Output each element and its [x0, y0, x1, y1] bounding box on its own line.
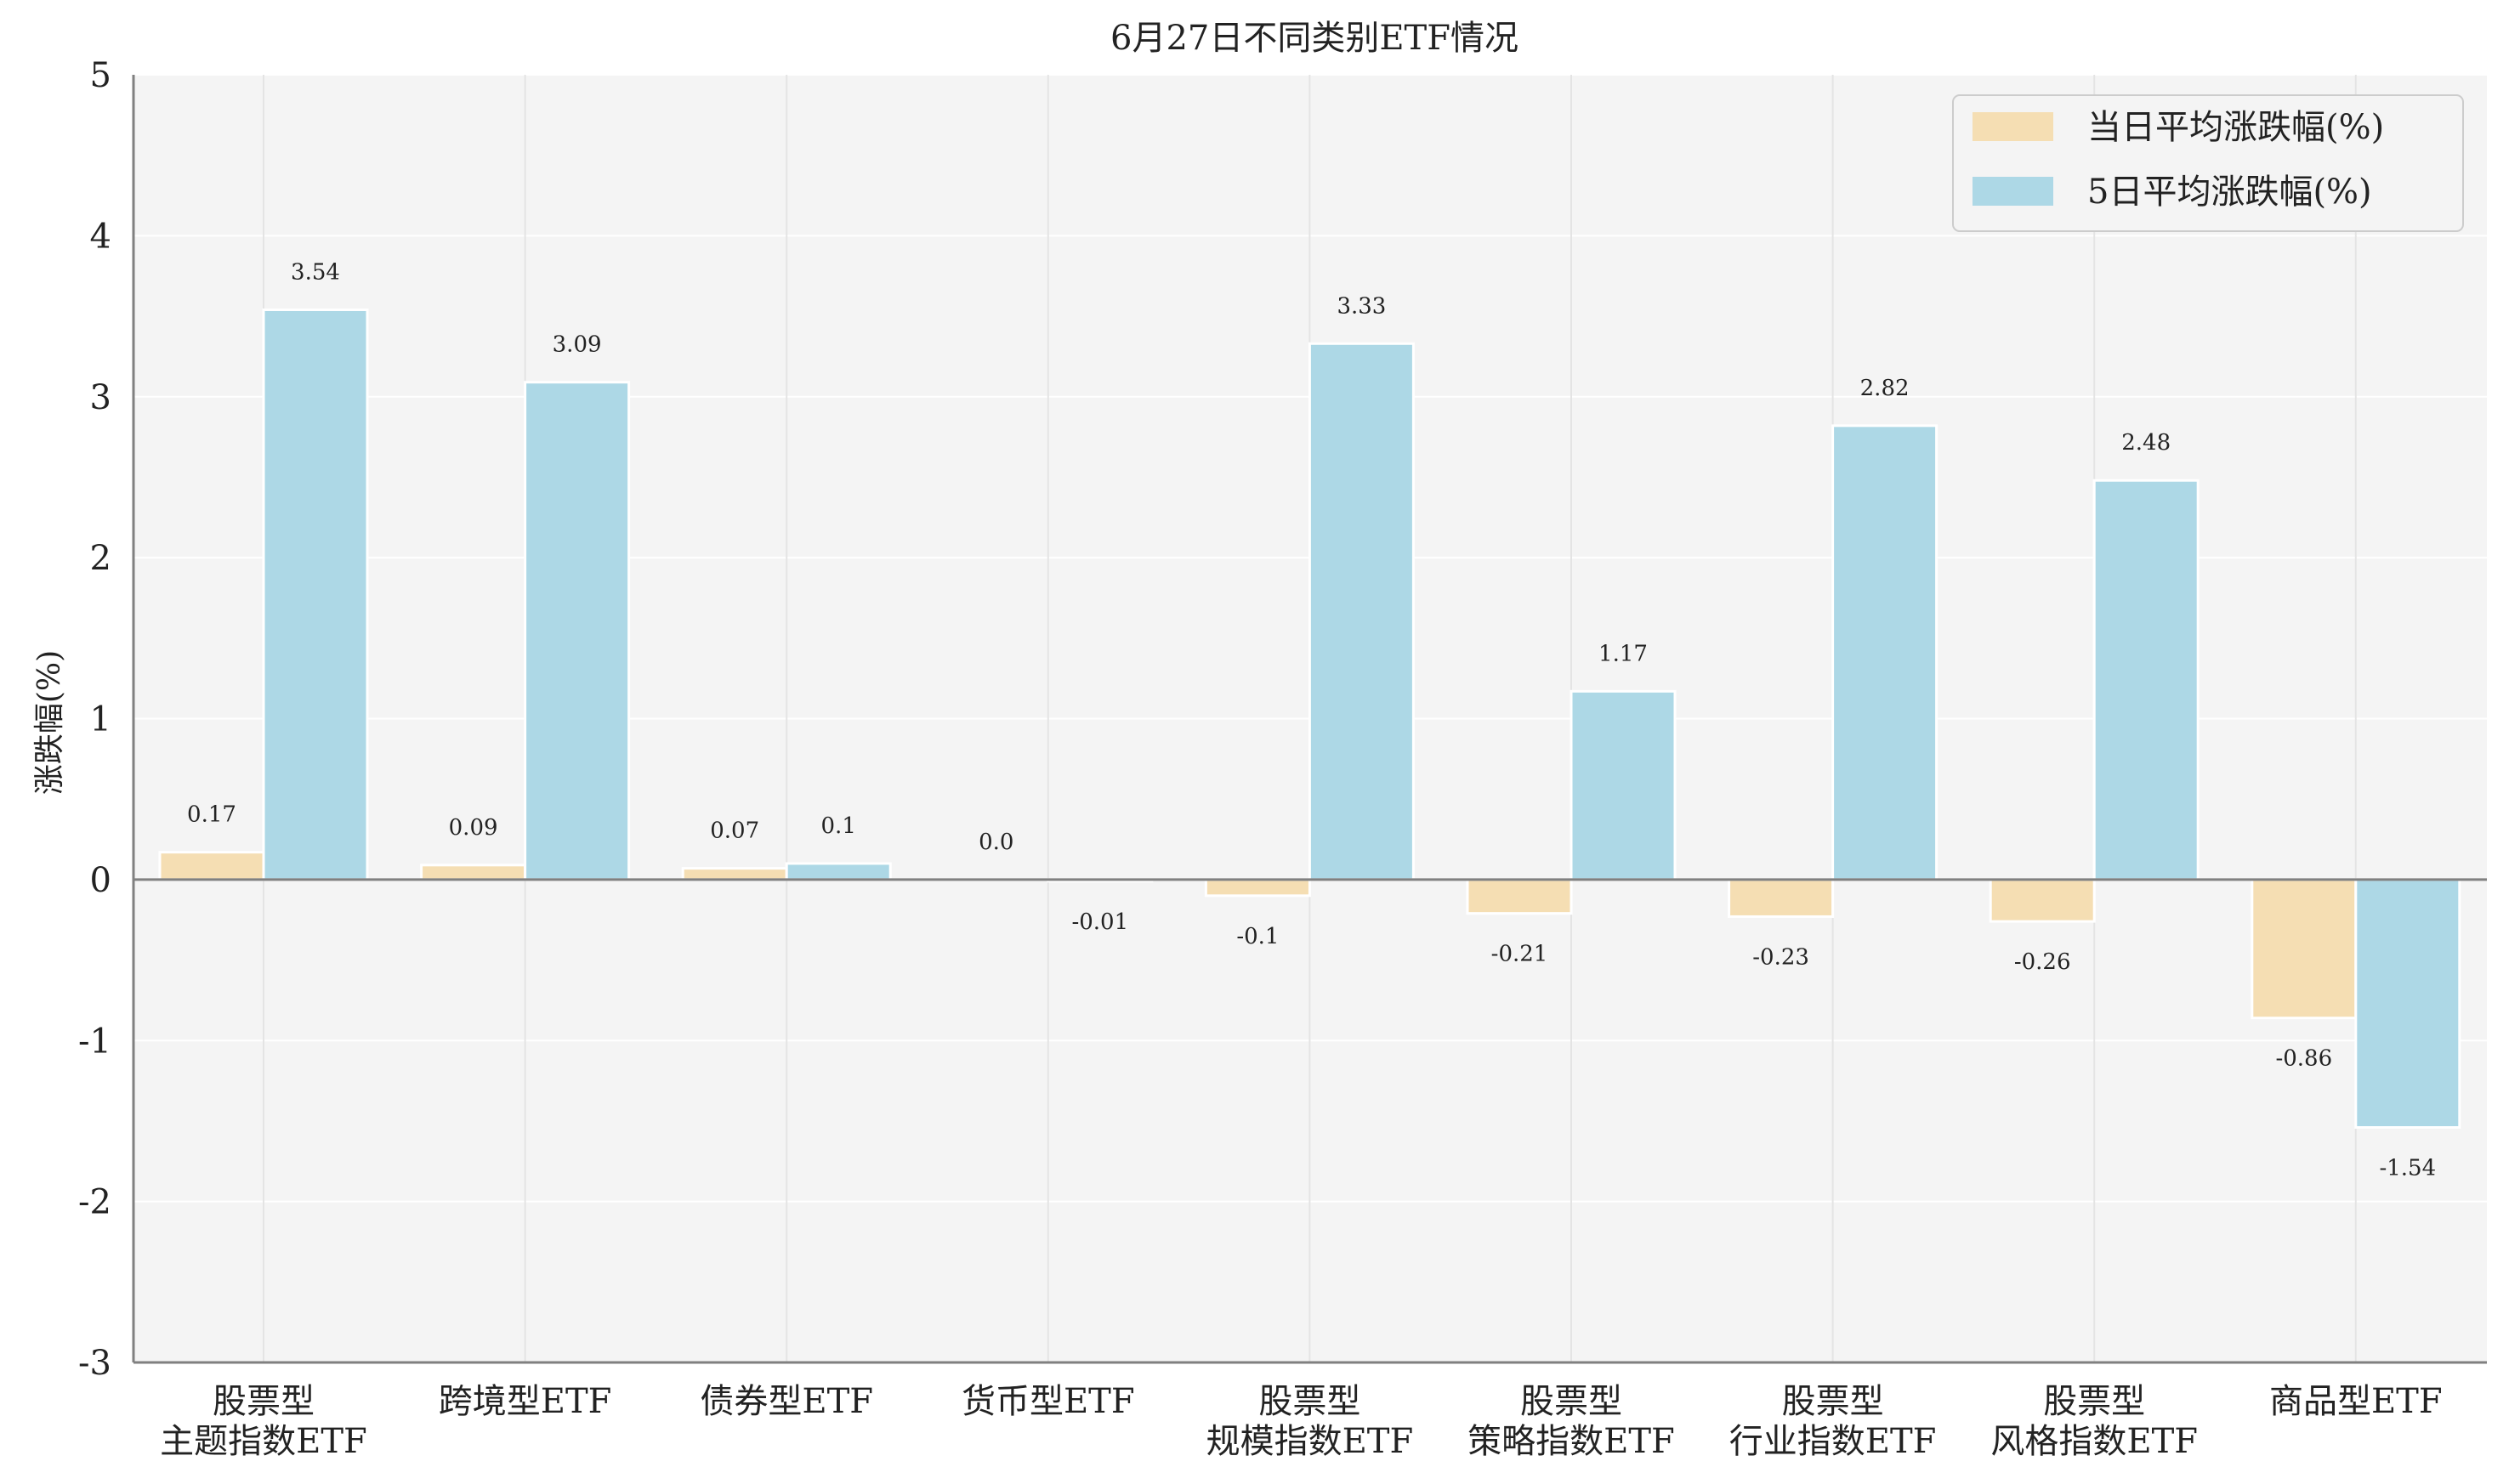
y-tick-label: 3	[90, 378, 111, 417]
data-label: 2.82	[1860, 376, 1910, 401]
x-tick-label-line: 主题指数ETF	[160, 1422, 367, 1461]
legend-label: 5日平均涨跌幅(%)	[2087, 173, 2372, 212]
legend-swatch	[1973, 177, 2053, 206]
x-tick-label-line: 股票型	[1520, 1382, 1622, 1421]
x-tick-label-line: 债券型ETF	[700, 1382, 873, 1421]
data-label: -0.86	[2275, 1046, 2332, 1072]
data-label: -0.23	[1752, 944, 1809, 970]
y-tick-label: 1	[90, 700, 111, 739]
bar-daily-6	[1728, 878, 1835, 918]
data-label: -0.21	[1491, 942, 1548, 967]
bar-daily-4	[1204, 878, 1311, 898]
plot-area: -3 -2 -1 0 1 2 3 4 5 0.17 0.09 0.07 0.0 -0.1 -0.21 -0.2…	[78, 56, 2487, 1461]
data-label: 2.48	[2121, 430, 2171, 456]
x-tick-label: 商品型ETF	[2269, 1382, 2443, 1421]
x-tick-label-line: 行业指数ETF	[1729, 1422, 1937, 1461]
y-tick-label: -2	[78, 1183, 111, 1222]
bar-daily-2	[681, 867, 788, 881]
x-tick-label-line: 商品型ETF	[2269, 1382, 2443, 1421]
bar-five-day-7	[2092, 479, 2200, 881]
bar-five-day-8	[2354, 878, 2461, 1130]
x-tick-label-line: 股票型	[213, 1382, 315, 1421]
x-tick-label: 股票型主题指数ETF	[160, 1382, 367, 1461]
y-tick-label: 5	[90, 56, 111, 95]
data-label: 3.54	[291, 259, 340, 285]
y-tick-label: 4	[90, 217, 111, 256]
data-label: 3.33	[1337, 293, 1386, 319]
x-tick-label-line: 货币型ETF	[962, 1382, 1135, 1421]
y-tick-label: 0	[90, 861, 111, 900]
data-label: -0.01	[1071, 909, 1128, 935]
x-tick-label: 股票型策略指数ETF	[1467, 1382, 1675, 1461]
legend-swatch	[1973, 112, 2053, 141]
x-tick-label-line: 股票型	[1782, 1382, 1884, 1421]
bar-five-day-5	[1570, 689, 1677, 881]
bar-daily-0	[158, 851, 265, 881]
x-tick-label-line: 股票型	[1258, 1382, 1360, 1421]
x-tick-label: 货币型ETF	[962, 1382, 1135, 1421]
data-label: -0.1	[1236, 924, 1279, 949]
x-tick-label: 债券型ETF	[700, 1382, 873, 1421]
bar-daily-7	[1989, 878, 2096, 923]
bar-five-day-6	[1831, 424, 1939, 881]
data-label: 0.1	[821, 813, 856, 839]
bar-daily-8	[2251, 878, 2358, 1020]
data-label: 3.09	[553, 332, 602, 358]
bar-daily-5	[1466, 878, 1573, 915]
chart-title: 6月27日不同类别ETF情况	[1110, 19, 1518, 58]
data-label: 0.09	[449, 815, 498, 841]
bar-five-day-1	[524, 381, 631, 881]
x-tick-label-line: 股票型	[2043, 1382, 2145, 1421]
legend-box	[1952, 94, 2464, 232]
x-tick-label: 跨境型ETF	[439, 1382, 612, 1421]
bar-daily-1	[420, 864, 527, 881]
bar-five-day-4	[1308, 342, 1415, 881]
legend-label: 当日平均涨跌幅(%)	[2087, 108, 2384, 147]
legend: 当日平均涨跌幅(%) 5日平均涨跌幅(%)	[1952, 94, 2464, 232]
data-label: -1.54	[2379, 1156, 2436, 1181]
x-tick-label-line: 风格指数ETF	[1990, 1422, 2198, 1461]
x-tick-label-line: 规模指数ETF	[1206, 1422, 1414, 1461]
x-tick-label: 股票型规模指数ETF	[1206, 1382, 1414, 1461]
bar-five-day-0	[262, 308, 369, 881]
x-tick-label: 股票型行业指数ETF	[1729, 1382, 1937, 1461]
y-axis-label: 涨跌幅(%)	[32, 650, 67, 795]
bar-five-day-2	[785, 862, 892, 881]
y-tick-label: 2	[90, 539, 111, 578]
x-tick-label: 股票型风格指数ETF	[1990, 1382, 2198, 1461]
data-label: 0.17	[187, 802, 236, 828]
x-tick-label-line: 策略指数ETF	[1467, 1422, 1675, 1461]
x-tick-label-line: 跨境型ETF	[439, 1382, 612, 1421]
data-label: 0.0	[979, 830, 1013, 855]
data-label: -0.26	[2014, 949, 2071, 975]
y-tick-label: -1	[78, 1022, 111, 1061]
data-label: 0.07	[710, 818, 759, 844]
y-tick-label: -3	[78, 1344, 111, 1383]
data-label: 1.17	[1598, 641, 1648, 666]
